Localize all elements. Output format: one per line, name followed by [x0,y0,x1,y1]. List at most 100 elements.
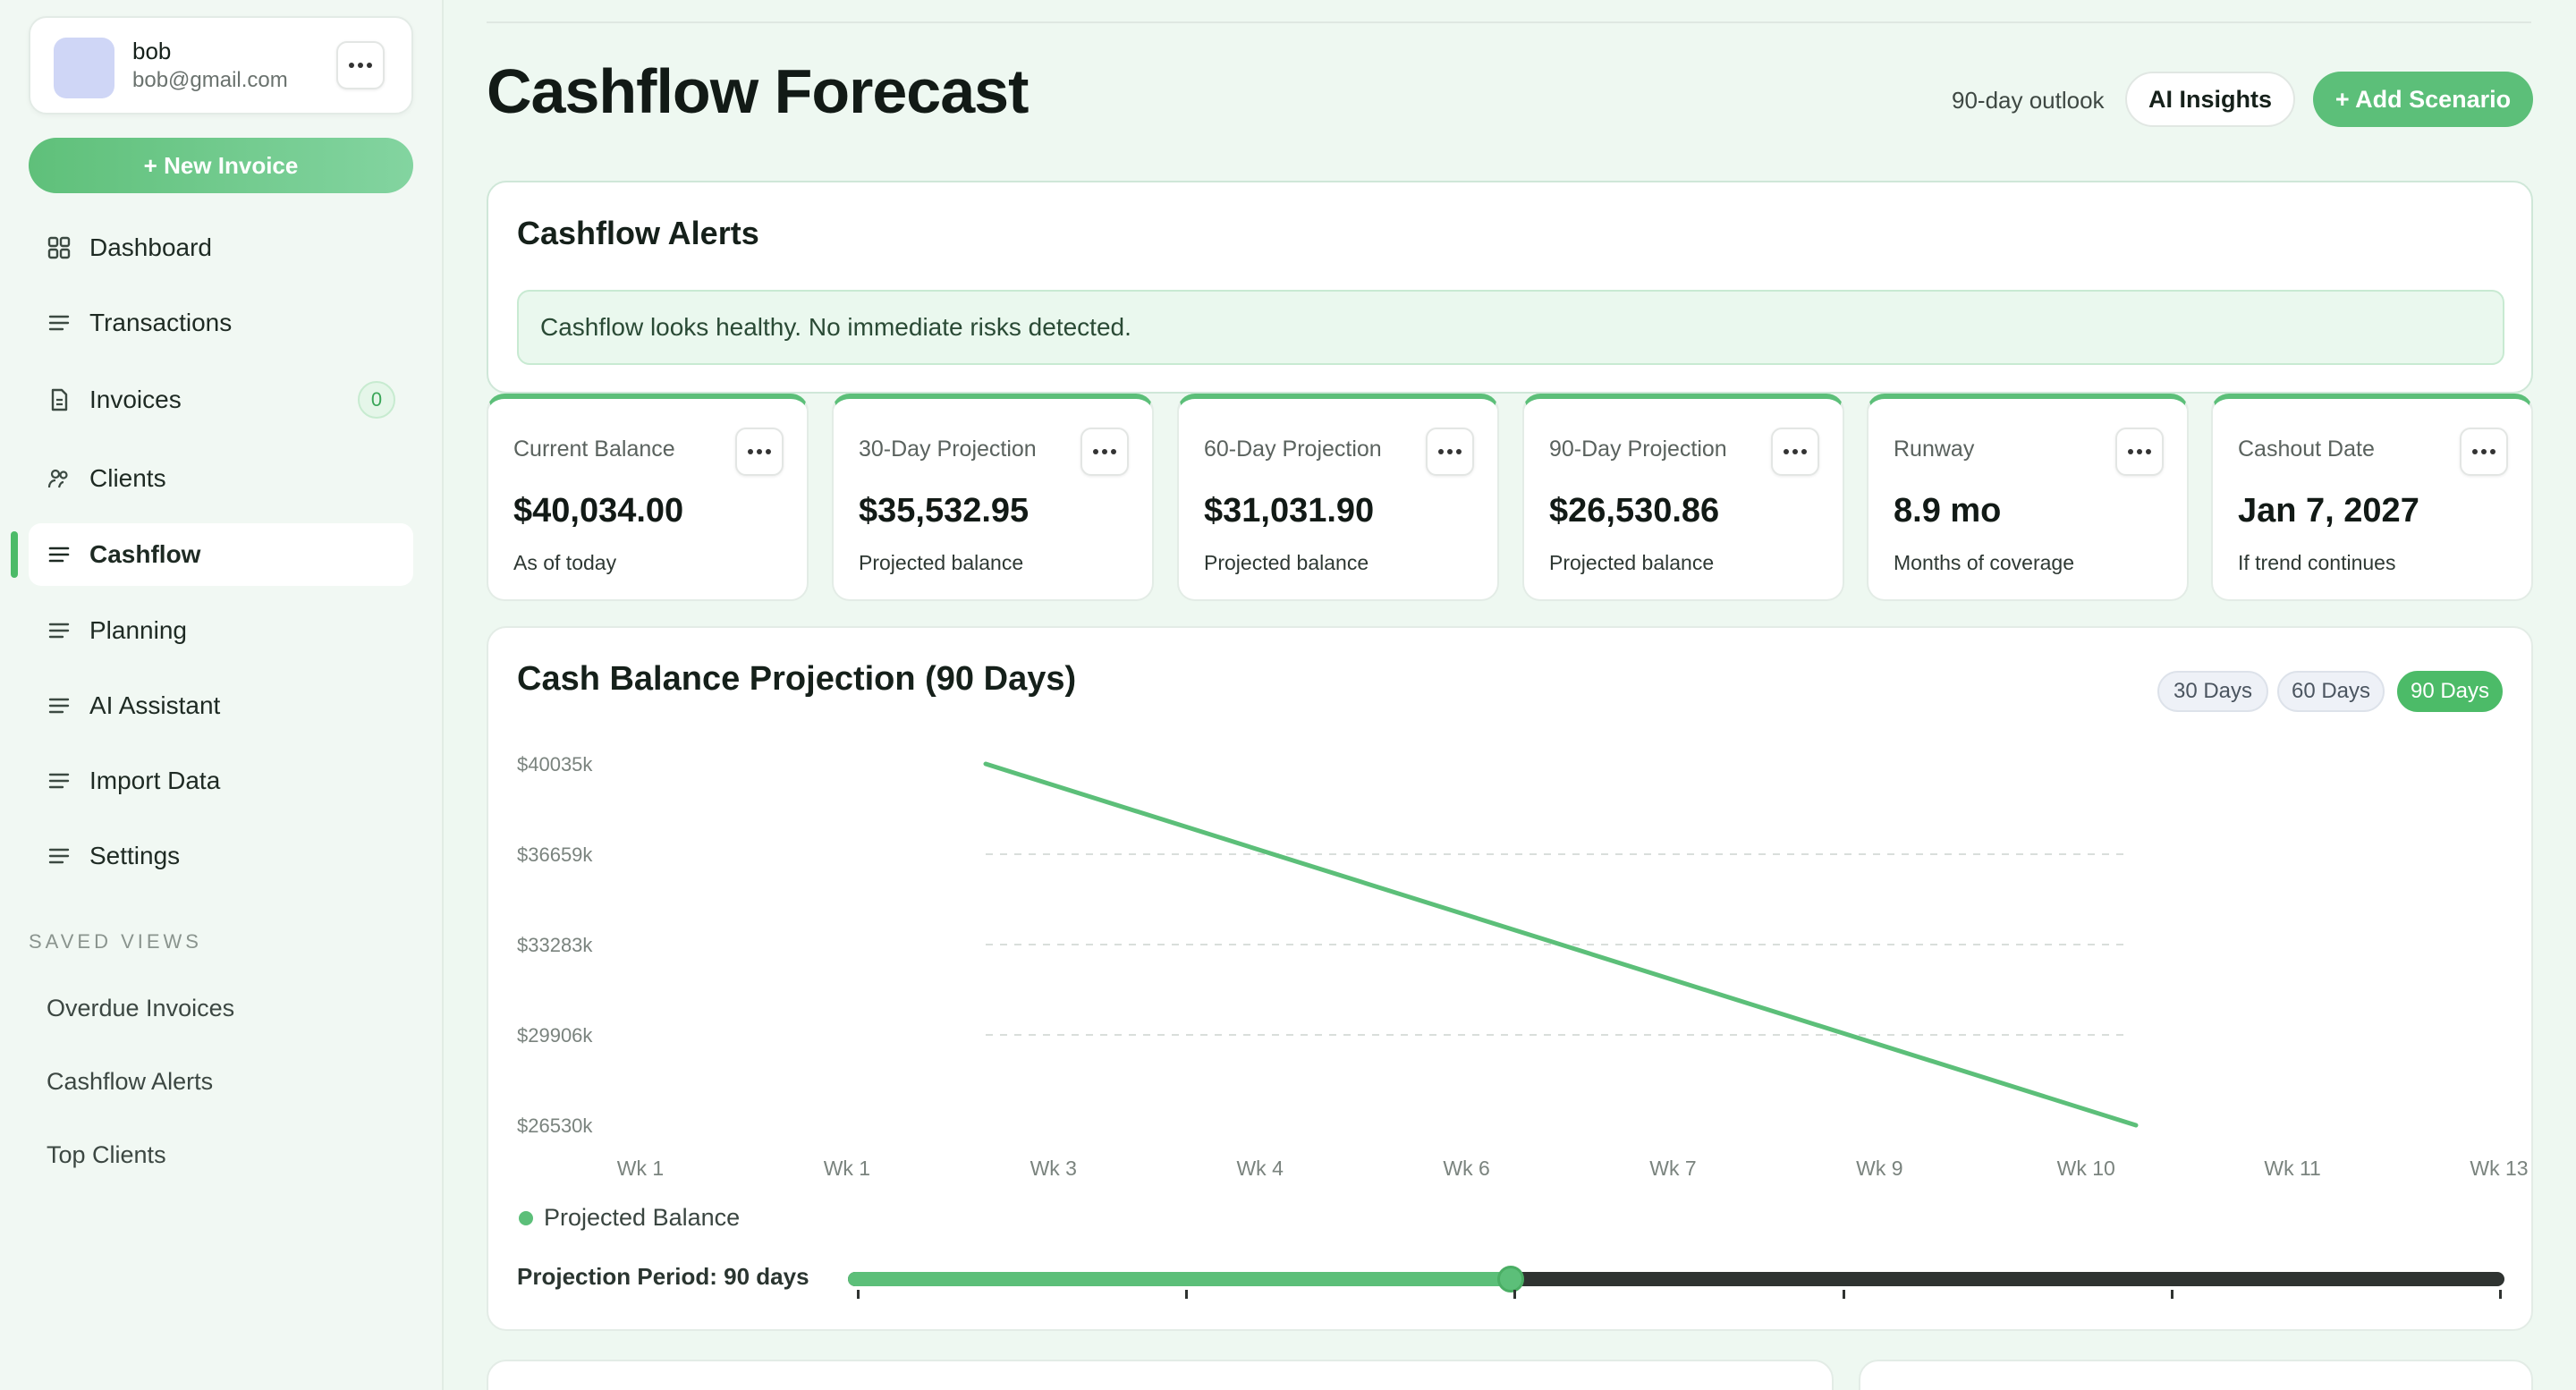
more-dots-icon [748,449,753,454]
sidebar-item-dashboard[interactable]: Dashboard [29,216,413,279]
sidebar-item-label: Invoices [89,386,182,413]
sidebar-item-label: Transactions [89,309,233,336]
sidebar-item-transactions[interactable]: Transactions [29,292,413,354]
stat-menu-button[interactable] [2115,428,2164,476]
projection-period-slider[interactable] [848,1266,2504,1293]
more-dots-icon [349,63,354,68]
y-tick-label: $26530k [517,1115,593,1137]
sidebar-item-import-data[interactable]: Import Data [29,750,413,812]
user-menu-button[interactable] [336,41,385,89]
outlook-label: 90-day outlook [1952,87,2105,114]
sidebar-item-cashflow[interactable]: Cashflow [29,523,413,586]
user-card[interactable]: bob bob@gmail.com [29,16,413,114]
stat-menu-button[interactable] [2460,428,2508,476]
more-dots-icon [1784,449,1789,454]
list-icon [48,623,70,639]
more-dots-icon [2472,449,2478,454]
stat-value: $31,031.90 [1204,492,1375,530]
slider-tick [2170,1290,2174,1299]
sidebar-item-label: Settings [89,842,181,869]
saved-view-cashflow-alerts[interactable]: Cashflow Alerts [47,1068,214,1095]
grid-icon [47,236,71,259]
sidebar-item-ai-assistant[interactable]: AI Assistant [29,674,413,737]
legend-label: Projected Balance [544,1204,741,1231]
users-icon [47,469,68,488]
y-tick-label: $40035k [517,753,593,776]
ai-insights-button[interactable]: AI Insights [2125,72,2295,127]
stat-card-current-balance: Current Balance $40,034.00 As of today [487,394,809,601]
stat-menu-button[interactable] [1771,428,1819,476]
x-tick-label: Wk 7 [1649,1157,1696,1180]
new-invoice-button[interactable]: + New Invoice [29,138,413,193]
sidebar-item-invoices[interactable]: Invoices 0 [29,369,413,431]
x-tick-label: Wk 13 [2470,1157,2528,1180]
avatar [54,38,114,98]
stat-label: 60-Day Projection [1204,436,1382,462]
x-tick-label: Wk 1 [824,1157,870,1180]
add-scenario-button[interactable]: + Add Scenario [2313,72,2533,127]
list-icon [48,698,70,714]
more-dots-icon [2128,449,2133,454]
document-icon [51,388,68,411]
more-dots-icon [1438,449,1444,454]
sidebar-item-planning[interactable]: Planning [29,599,413,662]
stat-label: Runway [1894,436,1975,462]
range-60-days-button[interactable]: 60 Days [2277,671,2385,712]
list-icon [48,547,70,563]
x-tick-label: Wk 1 [617,1157,664,1180]
y-tick-label: $29906k [517,1024,593,1047]
sidebar: bob bob@gmail.com + New Invoice Dashboar… [0,0,444,1390]
stat-value: 8.9 mo [1894,492,2002,530]
list-icon [48,848,70,864]
stat-value: Jan 7, 2027 [2238,492,2419,530]
line-chart: $40035k $36659k $33283k $29906k $26530k Wk 1 W… [517,753,2529,1180]
saved-view-top-clients[interactable]: Top Clients [47,1141,166,1168]
active-indicator [11,531,18,578]
bottom-card-right [1859,1360,2533,1390]
stat-label: 90-Day Projection [1549,436,1727,462]
sidebar-item-settings[interactable]: Settings [29,825,413,887]
alert-message: Cashflow looks healthy. No immediate ris… [517,290,2504,365]
cash-balance-chart-card: Cash Balance Projection (90 Days) 30 Day… [487,626,2533,1331]
stat-value: $26,530.86 [1549,492,1720,530]
stat-value: $35,532.95 [859,492,1030,530]
stat-label: Current Balance [513,436,675,462]
sidebar-item-label: Dashboard [89,233,212,261]
slider-thumb[interactable] [1496,1266,1524,1293]
range-30-days-button[interactable]: 30 Days [2157,671,2268,712]
slider-fill [848,1272,1511,1286]
saved-views-heading: SAVED VIEWS [29,930,202,953]
cashflow-alerts-card: Cashflow Alerts Cashflow looks healthy. … [487,181,2533,394]
stat-menu-button[interactable] [1426,428,1474,476]
stat-subtitle: Projected balance [1549,551,1715,574]
x-tick-label: Wk 11 [2264,1157,2320,1180]
stat-menu-button[interactable] [1080,428,1129,476]
sidebar-item-label: Clients [89,464,166,492]
legend-dot [519,1211,533,1225]
stat-label: Cashout Date [2238,436,2375,462]
sidebar-item-clients[interactable]: Clients [29,447,413,510]
stat-label: 30-Day Projection [859,436,1037,462]
stat-subtitle: Months of coverage [1894,551,2075,574]
list-icon [48,773,70,789]
alerts-title: Cashflow Alerts [517,215,759,251]
sidebar-item-label: AI Assistant [89,691,221,719]
x-tick-label: Wk 9 [1856,1157,1902,1180]
stat-subtitle: Projected balance [859,551,1024,574]
more-dots-icon [1093,449,1098,454]
saved-view-overdue-invoices[interactable]: Overdue Invoices [47,995,235,1021]
stat-card-30-day: 30-Day Projection $35,532.95 Projected b… [832,394,1154,601]
user-name: bob [132,38,172,64]
slider-tick [1513,1290,1517,1299]
stat-card-runway: Runway 8.9 mo Months of coverage [1867,394,2189,601]
stat-subtitle: If trend continues [2238,551,2396,574]
sidebar-item-label: Planning [89,616,187,644]
stat-subtitle: As of today [513,551,617,574]
page-title: Cashflow Forecast [487,56,1029,126]
header-divider [487,21,2531,23]
stat-menu-button[interactable] [735,428,784,476]
range-90-days-button[interactable]: 90 Days [2397,671,2503,712]
y-tick-label: $36659k [517,843,593,866]
x-tick-label: Wk 3 [1030,1157,1077,1180]
bottom-card-left [487,1360,1834,1390]
